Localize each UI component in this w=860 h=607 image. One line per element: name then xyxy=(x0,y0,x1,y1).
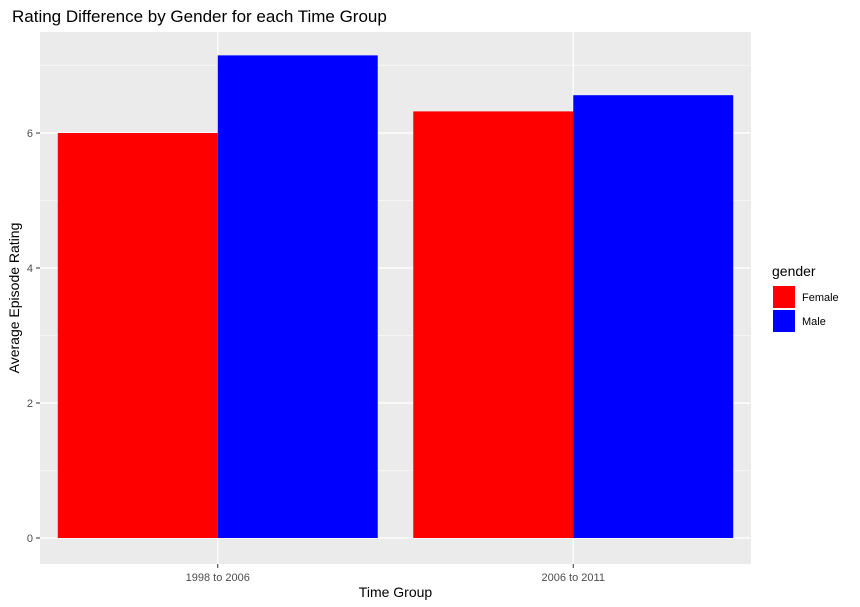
legend: gender Female Male xyxy=(772,263,839,332)
legend-label-male: Male xyxy=(802,316,826,328)
y-tick-label: 2 xyxy=(27,398,33,410)
chart-title: Rating Difference by Gender for each Tim… xyxy=(12,7,387,26)
x-tick-label: 1998 to 2006 xyxy=(186,572,250,584)
x-tick-label: 2006 to 2011 xyxy=(542,572,605,584)
bar-male-2 xyxy=(573,95,734,538)
bar-male-1 xyxy=(217,55,378,538)
y-axis: 0 2 4 6 xyxy=(27,128,40,545)
legend-key-female xyxy=(773,286,795,308)
y-tick-label: 0 xyxy=(27,533,33,545)
y-tick-label: 6 xyxy=(27,128,33,140)
bar-female-1 xyxy=(57,133,218,538)
y-tick-label: 4 xyxy=(27,263,33,275)
legend-label-female: Female xyxy=(802,292,839,304)
legend-title: gender xyxy=(772,263,816,279)
y-axis-title: Average Episode Rating xyxy=(6,223,22,374)
legend-key-male xyxy=(773,310,795,332)
x-axis: 1998 to 2006 2006 to 2011 xyxy=(186,564,605,584)
bar-female-2 xyxy=(413,111,574,539)
bars xyxy=(57,55,734,539)
x-axis-title: Time Group xyxy=(359,584,433,600)
